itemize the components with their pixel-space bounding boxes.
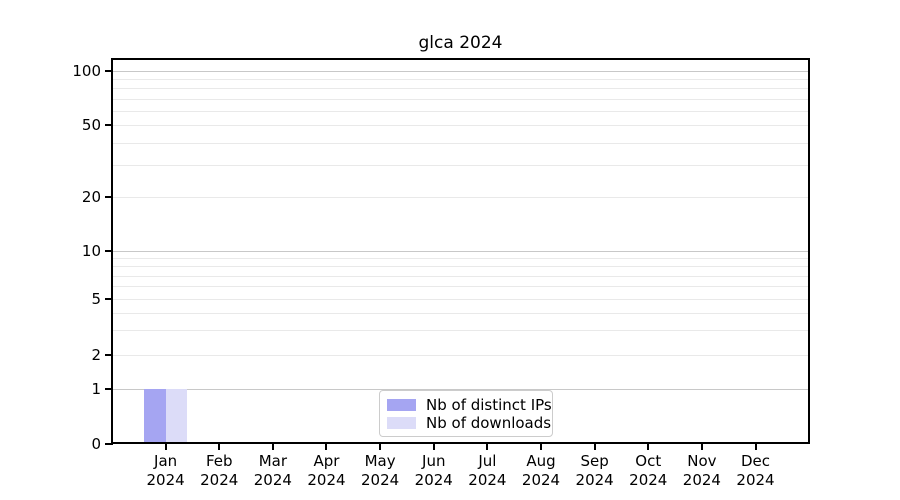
x-tick [271,444,274,450]
legend-item: Nb of distinct IPs [387,396,552,414]
y-tick-label: 20 [81,188,101,206]
minor-gridline [113,312,808,314]
y-tick-label: 100 [72,62,101,80]
bar-nb-of-distinct-ips-jan-2024 [144,389,166,442]
y-tick-label: 5 [91,290,101,308]
minor-gridline [113,165,808,167]
minor-gridline [113,266,808,268]
legend-label: Nb of downloads [426,414,552,432]
x-tick-label: Aug 2024 [521,452,561,489]
x-tick [647,444,650,450]
major-gridline [113,299,808,300]
major-gridline [113,197,808,198]
x-tick-label: Jul 2024 [468,452,507,489]
y-tick [105,196,113,198]
y-tick [105,442,113,445]
major-gridline [113,355,808,356]
x-tick-label: May 2024 [361,452,400,489]
legend-label: Nb of distinct IPs [426,396,552,414]
legend: Nb of distinct IPs Nb of downloads [379,390,553,437]
x-tick [164,444,167,450]
y-tick-label: 50 [81,116,101,134]
minor-gridline [113,142,808,144]
major-gridline [113,125,808,126]
x-tick-label: Dec 2024 [736,452,775,489]
x-tick-label: Mar 2024 [253,452,292,489]
x-tick-label: Jun 2024 [414,452,453,489]
legend-swatch [387,399,416,411]
major-gridline [113,71,808,72]
x-tick [700,444,703,450]
x-tick-label: Apr 2024 [307,452,346,489]
y-tick [105,388,113,390]
bar-nb-of-downloads-jan-2024 [165,389,188,442]
legend-swatch [387,417,416,429]
minor-gridline [113,79,808,81]
legend-item: Nb of downloads [387,414,551,432]
chart-title: glca 2024 [418,33,503,53]
plot-area [111,58,810,444]
x-tick-label: Jan 2024 [146,452,185,489]
y-tick-label: 1 [91,380,101,398]
x-tick [432,444,435,450]
y-tick [105,354,113,356]
x-tick-label: Nov 2024 [682,452,721,489]
major-gridline [113,251,808,252]
minor-gridline [113,98,808,100]
x-tick [593,444,596,450]
minor-gridline [113,286,808,288]
x-tick [325,444,328,450]
x-tick-label: Sep 2024 [575,452,614,489]
y-tick [105,124,113,126]
major-gridline [113,389,808,390]
y-tick-label: 10 [81,242,101,260]
y-tick [105,298,113,300]
y-tick-label: 2 [91,346,101,364]
x-tick [540,444,542,450]
minor-gridline [113,330,808,332]
minor-gridline [113,110,808,112]
x-tick-label: Feb 2024 [200,452,239,489]
minor-gridline [113,258,808,260]
x-tick-label: Oct 2024 [629,452,668,489]
x-tick [486,444,489,450]
x-tick [754,444,757,450]
y-tick [105,250,113,252]
minor-gridline [113,88,808,90]
x-tick [218,444,221,450]
x-tick [379,444,382,450]
minor-gridline [113,275,808,277]
y-tick-label: 0 [91,434,101,453]
y-tick [105,70,113,72]
